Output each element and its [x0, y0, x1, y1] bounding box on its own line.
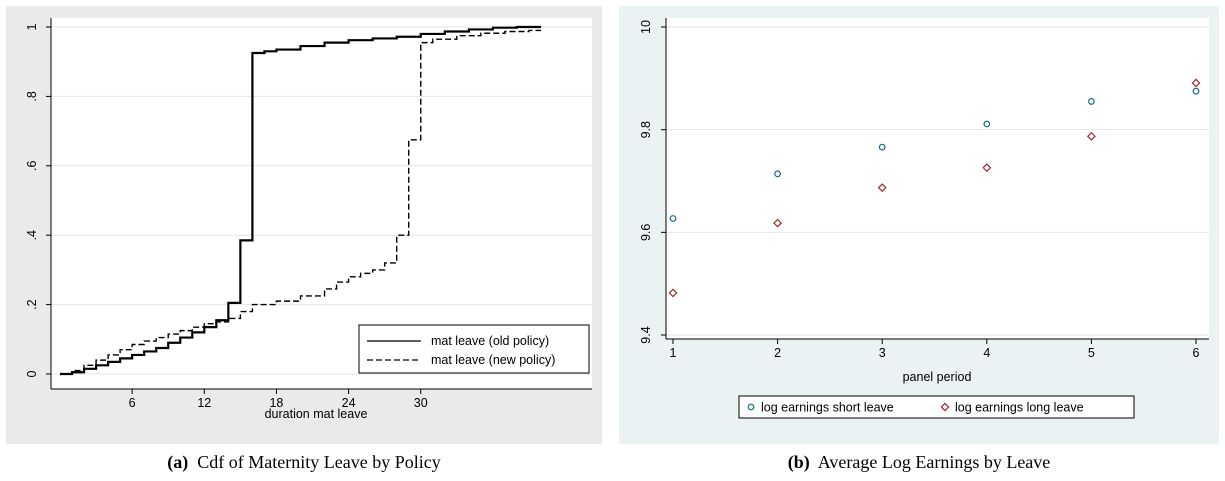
- x-tick-label: 30: [414, 396, 428, 410]
- legend-label: log earnings short leave: [761, 401, 894, 415]
- y-tick-label: .8: [25, 91, 39, 101]
- data-point-long-leave: [773, 218, 783, 228]
- x-tick-label: 3: [879, 346, 886, 360]
- y-tick-label: 1: [25, 23, 39, 30]
- plot-area: [666, 18, 1209, 339]
- y-tick-label: 0: [25, 370, 39, 377]
- x-tick-label: 18: [269, 396, 283, 410]
- y-tick-label: 10: [639, 20, 653, 34]
- caption-b-label: (b): [787, 452, 810, 472]
- series-line-old-policy: [60, 25, 541, 376]
- legend-label: log earnings long leave: [955, 401, 1084, 415]
- y-tick-label: 9.6: [639, 224, 653, 241]
- data-point-long-leave: [877, 183, 887, 193]
- data-point-short-leave: [1088, 98, 1095, 105]
- x-tick-label: 5: [1088, 346, 1095, 360]
- x-axis-title: duration mat leave: [265, 407, 368, 421]
- chart-panel-earnings: 9.4 9.6 9.8 10 1 2 3 4 5 6 panel period log earning…: [619, 6, 1219, 444]
- data-point-long-leave: [668, 288, 678, 298]
- data-point-long-leave: [982, 163, 992, 173]
- data-point-short-leave: [774, 170, 782, 178]
- x-tick-label: 6: [129, 396, 136, 410]
- caption-a: (a) Cdf of Maternity Leave by Policy: [6, 452, 602, 473]
- legend-swatch-long-leave: [940, 402, 950, 412]
- caption-b: (b) Average Log Earnings by Leave: [619, 452, 1219, 473]
- y-tick-label: 9.8: [639, 121, 653, 138]
- chart-panel-cdf: 0 .2 .4 .6 .8 1 6 12 18 24 30 duration mat leave mat…: [6, 6, 602, 444]
- x-tick-label: 24: [342, 396, 356, 410]
- caption-b-text: Average Log Earnings by Leave: [817, 452, 1051, 472]
- legend-box: [358, 324, 590, 374]
- y-tick-label: .4: [25, 230, 39, 240]
- caption-a-label: (a): [167, 452, 189, 472]
- x-tick-label: 1: [670, 346, 677, 360]
- data-point-long-leave: [1086, 131, 1096, 141]
- x-axis-title: panel period: [903, 370, 972, 384]
- y-tick-label: 9.4: [639, 326, 653, 343]
- x-tick-label: 12: [197, 396, 211, 410]
- data-point-short-leave: [983, 120, 991, 128]
- legend-swatch-short-leave: [747, 403, 755, 411]
- data-point-long-leave: [1191, 78, 1201, 88]
- caption-a-text: Cdf of Maternity Leave by Policy: [197, 452, 441, 472]
- y-tick-label: .6: [25, 161, 39, 171]
- y-tick-label: .2: [25, 299, 39, 309]
- x-tick-label: 4: [983, 346, 990, 360]
- legend-label: mat leave (old policy): [431, 334, 549, 348]
- series-line-new-policy: [60, 29, 541, 375]
- x-tick-label: 6: [1193, 346, 1200, 360]
- data-point-short-leave: [878, 143, 886, 151]
- data-point-short-leave: [669, 215, 677, 222]
- cdf-chart: 0 .2 .4 .6 .8 1 6 12 18 24 30 duration mat leave mat…: [25, 18, 592, 421]
- x-tick-label: 2: [774, 346, 781, 360]
- legend-label: mat leave (new policy): [431, 353, 555, 367]
- data-point-short-leave: [1192, 87, 1200, 95]
- legend-box: [738, 395, 1135, 419]
- earnings-chart: 9.4 9.6 9.8 10 1 2 3 4 5 6 panel period log earning…: [639, 18, 1209, 419]
